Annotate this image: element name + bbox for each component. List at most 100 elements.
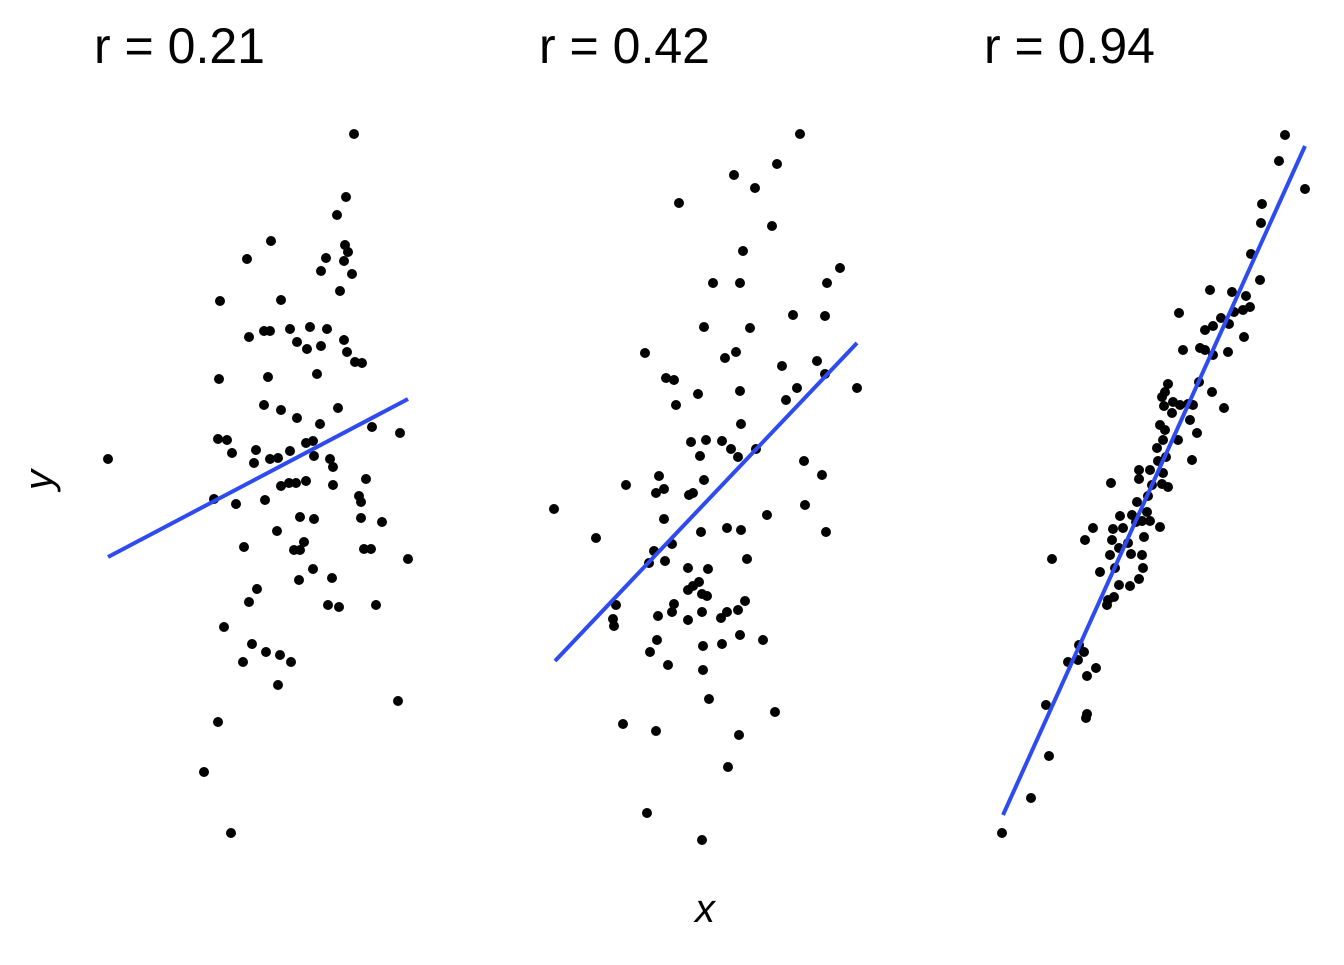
point: [339, 256, 349, 266]
point: [735, 630, 745, 640]
point: [1139, 532, 1149, 542]
point: [695, 451, 705, 461]
point: [265, 326, 275, 336]
point: [704, 694, 714, 704]
point: [659, 484, 669, 494]
point: [1274, 156, 1284, 166]
point: [800, 500, 810, 510]
point: [770, 707, 780, 717]
point: [1219, 403, 1229, 413]
point: [393, 696, 403, 706]
point: [1137, 550, 1147, 560]
point: [1152, 443, 1162, 453]
point: [618, 719, 628, 729]
point: [735, 278, 745, 288]
point: [694, 577, 704, 587]
point: [699, 475, 709, 485]
point: [275, 650, 285, 660]
point: [291, 478, 301, 488]
point: [1134, 574, 1144, 584]
point: [1255, 275, 1265, 285]
point: [642, 808, 652, 818]
point: [698, 665, 708, 675]
point: [103, 454, 113, 464]
point: [1095, 567, 1105, 577]
point: [312, 369, 322, 379]
point: [762, 510, 772, 520]
point: [315, 419, 325, 429]
point: [309, 514, 319, 524]
point: [361, 474, 371, 484]
point: [333, 403, 343, 413]
point: [799, 456, 809, 466]
point: [213, 434, 223, 444]
point: [722, 523, 732, 533]
y-axis-label: y: [17, 467, 61, 493]
point: [1223, 347, 1233, 357]
point: [276, 295, 286, 305]
point: [261, 647, 271, 657]
point: [717, 639, 727, 649]
point: [812, 356, 822, 366]
point: [294, 575, 304, 585]
point: [781, 395, 791, 405]
point: [322, 324, 332, 334]
point: [199, 767, 209, 777]
point: [1157, 392, 1167, 402]
point: [301, 476, 311, 486]
point: [1167, 408, 1177, 418]
point: [1163, 482, 1173, 492]
point: [820, 311, 830, 321]
point: [716, 613, 726, 623]
point: [273, 680, 283, 690]
point: [1257, 199, 1267, 209]
point: [750, 183, 760, 193]
point: [683, 585, 693, 595]
point: [302, 344, 312, 354]
point: [686, 437, 696, 447]
x-axis-label: x: [693, 887, 717, 931]
point: [1137, 516, 1147, 526]
point: [292, 337, 302, 347]
point: [1159, 401, 1169, 411]
point: [698, 641, 708, 651]
point: [1108, 524, 1118, 534]
point: [295, 545, 305, 555]
panel-title: r = 0.94: [984, 18, 1155, 74]
point: [332, 210, 342, 220]
point: [1118, 523, 1128, 533]
point: [1256, 218, 1266, 228]
point: [674, 198, 684, 208]
point: [1134, 465, 1144, 475]
point: [1155, 522, 1165, 532]
point: [549, 504, 559, 514]
point: [367, 422, 377, 432]
point: [653, 611, 663, 621]
point: [325, 454, 335, 464]
point: [343, 247, 353, 257]
point: [286, 657, 296, 667]
point: [651, 488, 661, 498]
point: [323, 600, 333, 610]
point: [788, 310, 798, 320]
point: [723, 762, 733, 772]
point: [729, 170, 739, 180]
point: [1155, 420, 1165, 430]
point: [231, 499, 241, 509]
point: [285, 446, 295, 456]
point: [292, 413, 302, 423]
point: [669, 375, 679, 385]
point: [703, 564, 713, 574]
point: [1142, 507, 1152, 517]
point: [822, 278, 832, 288]
point: [1105, 550, 1115, 560]
point: [817, 470, 827, 480]
point: [249, 458, 259, 468]
point: [259, 400, 269, 410]
point: [260, 495, 270, 505]
point: [305, 322, 315, 332]
point: [339, 335, 349, 345]
point: [327, 573, 337, 583]
point: [215, 296, 225, 306]
point: [720, 353, 730, 363]
